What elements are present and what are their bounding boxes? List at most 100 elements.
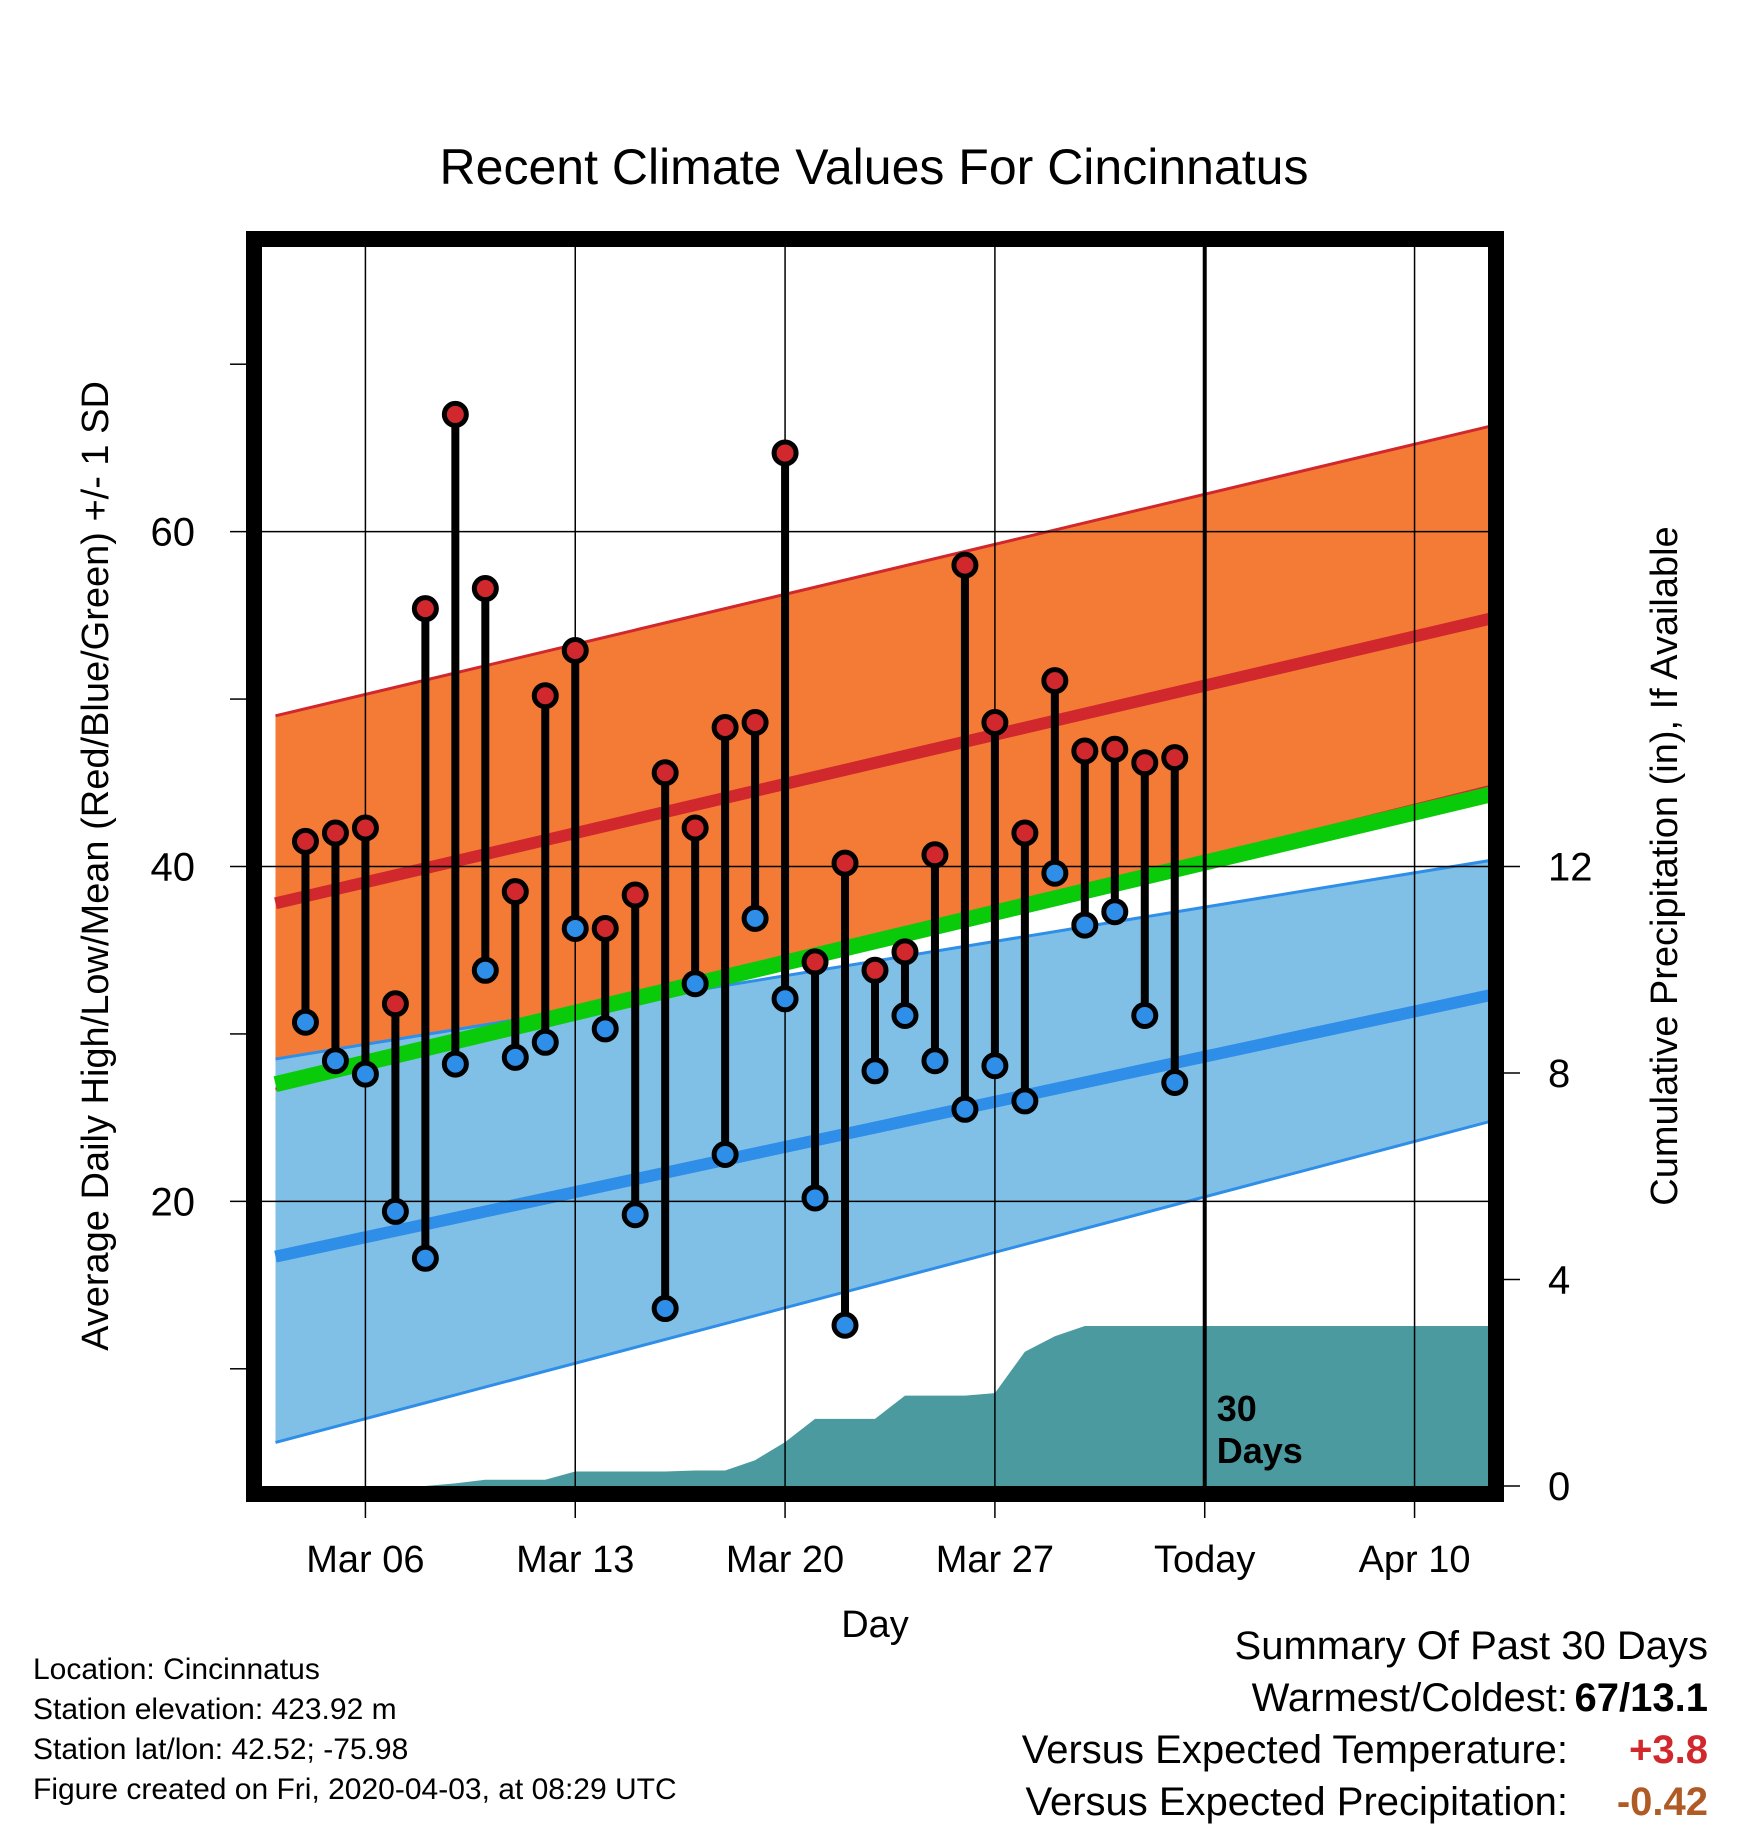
observed-low-point bbox=[1161, 1068, 1189, 1096]
y-right-tick-label: 12 bbox=[1548, 846, 1593, 890]
observed-low-point bbox=[411, 1244, 439, 1272]
y-right-tick-label: 4 bbox=[1548, 1259, 1570, 1303]
latlon-text: Station lat/lon: 42.52; -75.98 bbox=[33, 1733, 409, 1766]
observed-low-point bbox=[711, 1140, 739, 1168]
observed-high-point bbox=[1011, 819, 1039, 847]
observed-low-point bbox=[861, 1057, 889, 1085]
observed-high-point bbox=[921, 841, 949, 869]
observed-low-point bbox=[921, 1047, 949, 1075]
observed-high-point bbox=[591, 914, 619, 942]
observed-low-point bbox=[891, 1002, 919, 1030]
observed-low-point bbox=[381, 1197, 409, 1225]
y-right-tick-label: 8 bbox=[1548, 1052, 1570, 1096]
observed-low-point bbox=[651, 1295, 679, 1323]
mean-normal-line bbox=[273, 786, 1488, 1092]
x-tick-label: Mar 06 bbox=[306, 1539, 424, 1581]
x-tick-label: Today bbox=[1154, 1539, 1255, 1581]
precip-area bbox=[275, 1325, 1488, 1486]
observed-low-point bbox=[1071, 911, 1099, 939]
observed-low-point bbox=[801, 1184, 829, 1212]
temp-label: Versus Expected Temperature: bbox=[1021, 1728, 1568, 1772]
observed-high-point bbox=[1041, 667, 1069, 695]
observed-low-point bbox=[831, 1311, 859, 1339]
low-sd-band bbox=[275, 860, 1488, 1443]
x-tick-label: Mar 20 bbox=[726, 1539, 844, 1581]
observed-low-point bbox=[1011, 1087, 1039, 1115]
observed-high-point bbox=[861, 956, 889, 984]
observed-high-point bbox=[711, 714, 739, 742]
observed-high-point bbox=[801, 948, 829, 976]
observed-low-point bbox=[1101, 898, 1129, 926]
location-text: Location: Cincinnatus bbox=[33, 1653, 320, 1686]
y-right-axis-label: Cumulative Precipitation (in), If Availa… bbox=[1644, 526, 1686, 1205]
observed-high-point bbox=[981, 709, 1009, 737]
summary-precip-row: Versus Expected Precipitation: -0.42 bbox=[1022, 1776, 1708, 1828]
high-normal-line bbox=[274, 613, 1488, 910]
observed-low-point bbox=[351, 1060, 379, 1088]
plot-frame bbox=[246, 231, 1504, 1502]
y-left-tick-label: 40 bbox=[151, 846, 196, 890]
observed-high-point bbox=[501, 878, 529, 906]
low-normal-line bbox=[274, 989, 1488, 1263]
created-text: Figure created on Fri, 2020-04-03, at 08… bbox=[33, 1773, 677, 1806]
observed-low-point bbox=[681, 970, 709, 998]
low-band-upper-edge bbox=[275, 859, 1488, 1061]
chart-title: Recent Climate Values For Cincinnatus bbox=[439, 139, 1309, 195]
x-tick-label: Apr 10 bbox=[1359, 1539, 1471, 1581]
y-left-tick-label: 20 bbox=[151, 1180, 196, 1224]
observed-low-point bbox=[741, 904, 769, 932]
observed-low-point bbox=[531, 1028, 559, 1056]
observed-high-point bbox=[351, 814, 379, 842]
elevation-text: Station elevation: 423.92 m bbox=[33, 1693, 397, 1726]
observed-low-point bbox=[771, 985, 799, 1013]
observed-high-point bbox=[771, 439, 799, 467]
observed-low-point bbox=[951, 1095, 979, 1123]
observed-high-point bbox=[291, 827, 319, 855]
observed-high-point bbox=[471, 575, 499, 603]
observed-low-point bbox=[591, 1015, 619, 1043]
observed-high-point bbox=[411, 595, 439, 623]
observed-high-point bbox=[741, 709, 769, 737]
observed-high-point bbox=[1131, 749, 1159, 777]
x-tick-label: Mar 13 bbox=[516, 1539, 634, 1581]
observed-high-point bbox=[381, 990, 409, 1018]
y-right-tick-label: 0 bbox=[1548, 1465, 1570, 1509]
observed-high-point bbox=[1161, 744, 1189, 772]
high-band-upper-edge bbox=[275, 425, 1488, 718]
observed-high-point bbox=[441, 400, 469, 428]
temp-value: +3.8 bbox=[1629, 1728, 1708, 1772]
observed-high-point bbox=[891, 938, 919, 966]
plot-area: 30 Days bbox=[262, 247, 1488, 1486]
observed-high-point bbox=[321, 819, 349, 847]
observed-low-point bbox=[501, 1043, 529, 1071]
x-axis-label: Day bbox=[841, 1604, 909, 1646]
x-tick-label: Mar 27 bbox=[936, 1539, 1054, 1581]
observed-low-point bbox=[981, 1052, 1009, 1080]
summary-temp-row: Versus Expected Temperature: +3.8 bbox=[1022, 1724, 1708, 1776]
warmest-label: Warmest/Coldest: bbox=[1251, 1676, 1568, 1720]
observed-high-point bbox=[1071, 737, 1099, 765]
observed-high-point bbox=[651, 759, 679, 787]
observed-high-point bbox=[831, 849, 859, 877]
observed-low-point bbox=[1131, 1002, 1159, 1030]
observed-high-point bbox=[621, 881, 649, 909]
observed-high-point bbox=[951, 551, 979, 579]
station-info: Location: Cincinnatus Station elevation:… bbox=[33, 1650, 677, 1810]
observed-low-point bbox=[441, 1050, 469, 1078]
observed-high-point bbox=[561, 637, 589, 665]
observed-high-point bbox=[531, 682, 559, 710]
observed-low-point bbox=[321, 1047, 349, 1075]
observed-high-point bbox=[1101, 735, 1129, 763]
today-days-label: 30 Days bbox=[1217, 1388, 1303, 1471]
summary-heading: Summary Of Past 30 Days bbox=[1234, 1624, 1708, 1668]
observed-low-point bbox=[561, 914, 589, 942]
observed-low-point bbox=[471, 956, 499, 984]
precip-value: -0.42 bbox=[1616, 1780, 1708, 1824]
low-band-lower-edge bbox=[275, 1120, 1488, 1444]
summary-warmest-row: Warmest/Coldest: 67/13.1 bbox=[1022, 1672, 1708, 1724]
observed-low-point bbox=[291, 1008, 319, 1036]
y-left-axis-label: Average Daily High/Low/Mean (Red/Blue/Gr… bbox=[75, 381, 117, 1351]
summary-panel: Summary Of Past 30 Days Warmest/Coldest:… bbox=[1022, 1620, 1708, 1828]
warmest-value: 67/13.1 bbox=[1574, 1676, 1708, 1720]
